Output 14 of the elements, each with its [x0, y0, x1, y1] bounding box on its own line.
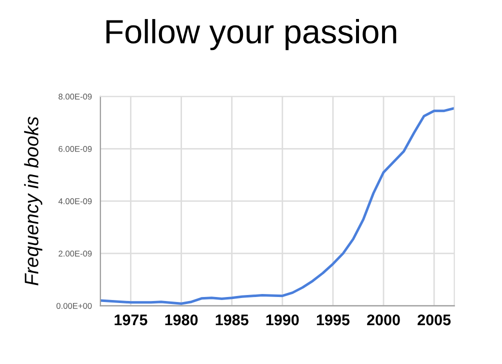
x-tick-label: 1985 [216, 314, 248, 326]
chart-title: Follow your passion [106, 19, 396, 50]
y-tick-label: 8.00E-09 [58, 94, 92, 100]
x-tick-label: 2000 [367, 314, 400, 326]
x-tick-label: 1975 [114, 314, 148, 326]
x-tick-label: 1980 [165, 314, 198, 326]
y-axis-title: Frequency in books [24, 116, 42, 286]
y-tick-label: 6.00E-09 [58, 146, 92, 152]
y-tick-label: 2.00E-09 [58, 250, 92, 257]
y-tick-label: 0.00E+00 [56, 302, 92, 309]
x-tick-label: 2005 [418, 314, 451, 326]
x-tick-label: 1990 [266, 314, 299, 326]
y-tick-label: 4.00E-09 [58, 198, 92, 204]
x-tick-label: 1995 [316, 314, 350, 326]
